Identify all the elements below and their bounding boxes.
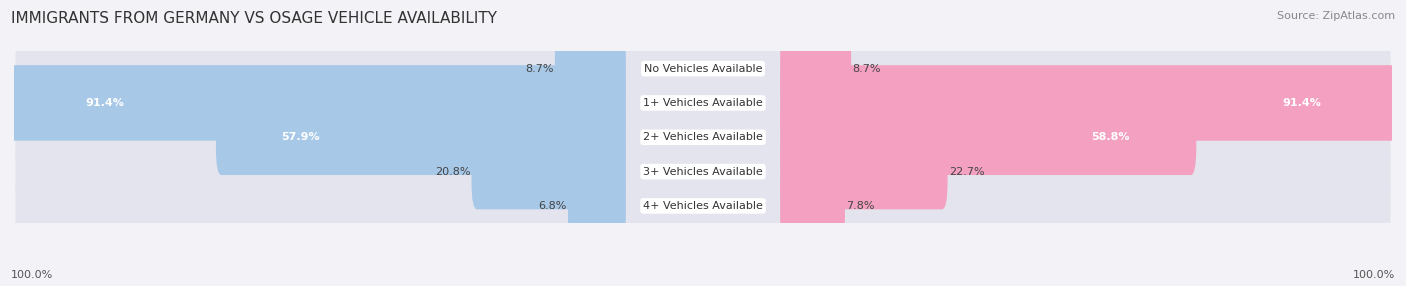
FancyBboxPatch shape	[780, 100, 1197, 175]
Text: 100.0%: 100.0%	[11, 270, 53, 280]
Text: IMMIGRANTS FROM GERMANY VS OSAGE VEHICLE AVAILABILITY: IMMIGRANTS FROM GERMANY VS OSAGE VEHICLE…	[11, 11, 498, 26]
FancyBboxPatch shape	[0, 65, 626, 141]
Text: 91.4%: 91.4%	[86, 98, 124, 108]
FancyBboxPatch shape	[15, 42, 1391, 95]
FancyBboxPatch shape	[780, 31, 851, 106]
FancyBboxPatch shape	[780, 65, 1406, 141]
Text: 8.7%: 8.7%	[852, 64, 882, 74]
FancyBboxPatch shape	[15, 145, 1391, 198]
Text: 57.9%: 57.9%	[281, 132, 321, 142]
Text: No Vehicles Available: No Vehicles Available	[644, 64, 762, 74]
Text: 3+ Vehicles Available: 3+ Vehicles Available	[643, 167, 763, 176]
Text: 58.8%: 58.8%	[1091, 132, 1130, 142]
Text: 2+ Vehicles Available: 2+ Vehicles Available	[643, 132, 763, 142]
Text: 6.8%: 6.8%	[538, 201, 567, 211]
Text: 8.7%: 8.7%	[524, 64, 554, 74]
Text: 4+ Vehicles Available: 4+ Vehicles Available	[643, 201, 763, 211]
FancyBboxPatch shape	[568, 168, 626, 244]
Text: 1+ Vehicles Available: 1+ Vehicles Available	[643, 98, 763, 108]
FancyBboxPatch shape	[217, 100, 626, 175]
Text: 20.8%: 20.8%	[434, 167, 470, 176]
Text: 91.4%: 91.4%	[1282, 98, 1320, 108]
FancyBboxPatch shape	[780, 168, 845, 244]
Text: 22.7%: 22.7%	[949, 167, 984, 176]
FancyBboxPatch shape	[15, 111, 1391, 164]
Text: 100.0%: 100.0%	[1353, 270, 1395, 280]
FancyBboxPatch shape	[15, 77, 1391, 129]
FancyBboxPatch shape	[555, 31, 626, 106]
Text: 7.8%: 7.8%	[846, 201, 875, 211]
FancyBboxPatch shape	[471, 134, 626, 209]
Text: Source: ZipAtlas.com: Source: ZipAtlas.com	[1277, 11, 1395, 21]
FancyBboxPatch shape	[15, 180, 1391, 232]
FancyBboxPatch shape	[780, 134, 948, 209]
